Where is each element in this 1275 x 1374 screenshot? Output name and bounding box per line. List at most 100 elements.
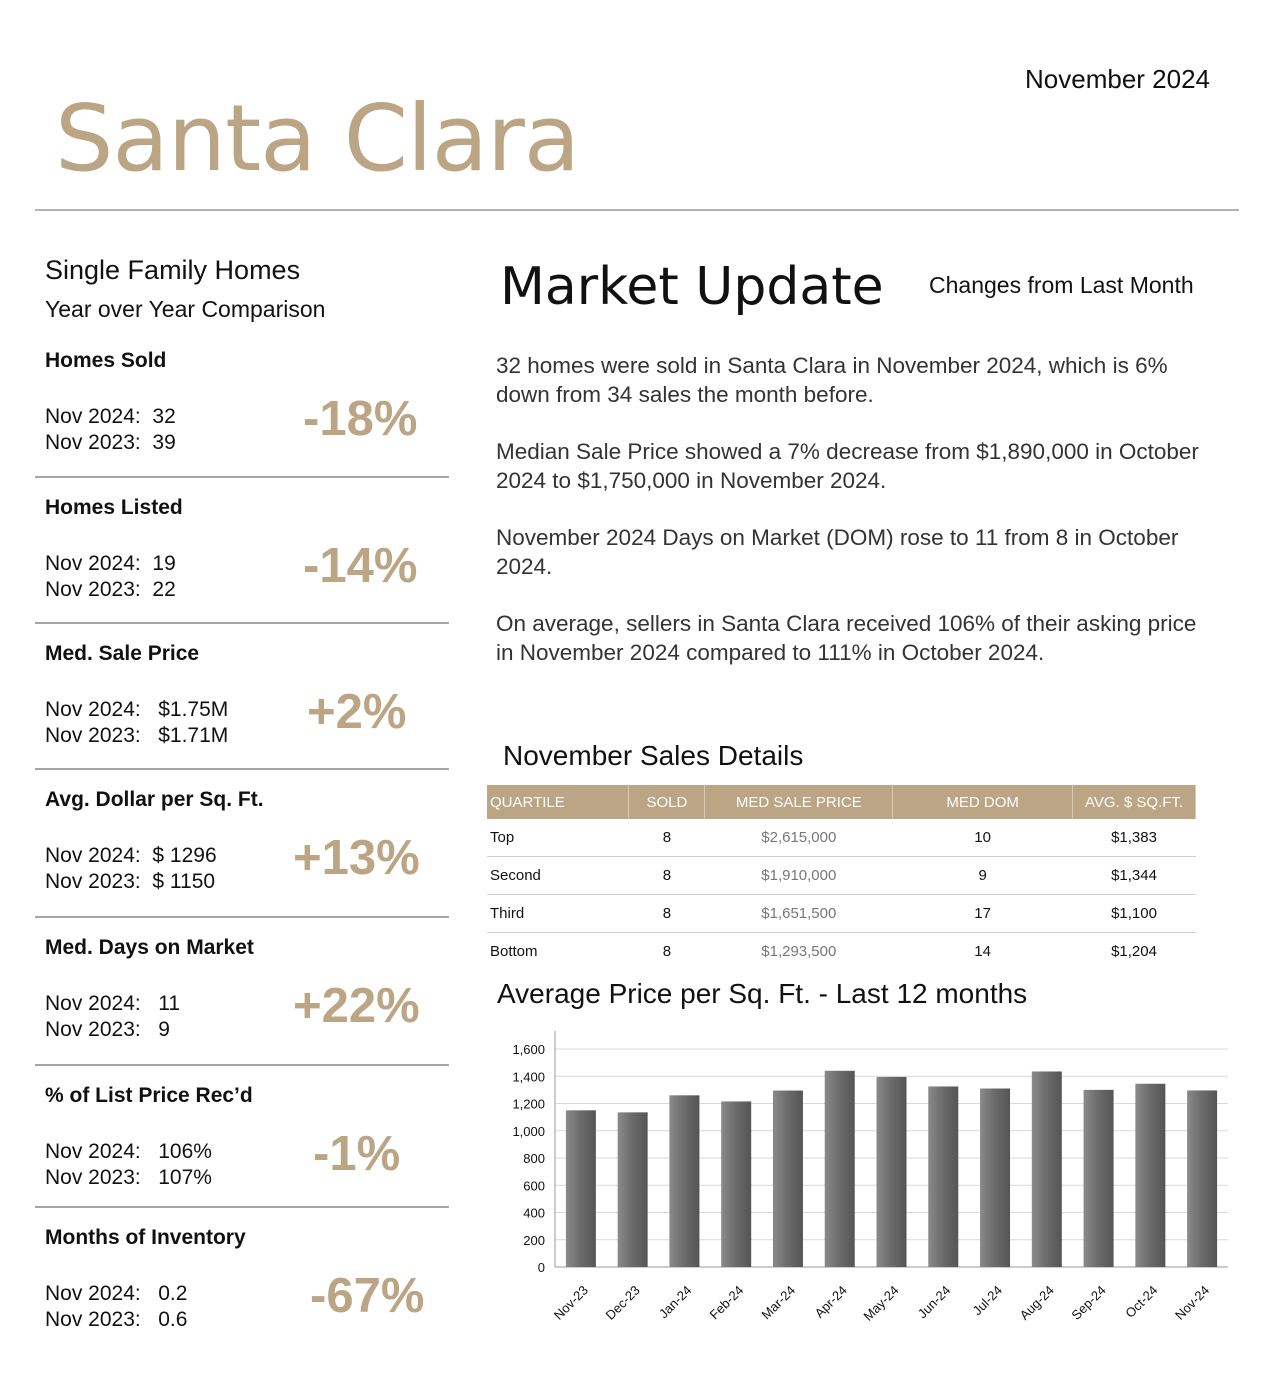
x-tick-label: Oct-24 [1122, 1283, 1160, 1321]
y-tick-label: 1,000 [512, 1124, 545, 1139]
table-header-cell: QUARTILE [487, 785, 630, 819]
table-header-cell: AVG. $ SQ.FT. [1072, 785, 1196, 819]
metric-previous: Nov 2023: $1.71M [45, 724, 229, 747]
x-tick-label: Nov-23 [551, 1283, 591, 1323]
panel-title: Single Family Homes [45, 255, 301, 285]
x-tick-label: Sep-24 [1068, 1283, 1108, 1323]
report-date: November 2024 [1025, 64, 1210, 94]
table-row: Second 8 $1,910,000 9 $1,344 [487, 856, 1196, 895]
metric-block: Homes Listed Nov 2024: 19 Nov 2023: 22 -14% [35, 478, 449, 624]
summary-paragraph: 32 homes were sold in Santa Clara in Nov… [496, 353, 1168, 407]
metric-current: Nov 2024: $ 1296 [45, 844, 217, 867]
y-tick-label: 200 [523, 1233, 545, 1248]
metric-current: Nov 2024: 32 [45, 405, 176, 428]
y-tick-label: 400 [523, 1206, 545, 1221]
metric-previous: Nov 2023: 0.6 [45, 1308, 188, 1331]
metric-change-percent: -14% [303, 539, 418, 593]
metric-label: Avg. Dollar per Sq. Ft. [45, 788, 264, 811]
summary-paragraph: November 2024 Days on Market (DOM) rose … [496, 525, 1179, 579]
metric-current: Nov 2024: 11 [45, 992, 181, 1015]
chart-bar [772, 1090, 803, 1267]
y-tick-label: 1,400 [512, 1069, 545, 1084]
y-tick-label: 1,600 [512, 1042, 545, 1057]
metric-block: Avg. Dollar per Sq. Ft. Nov 2024: $ 1296 N… [35, 770, 449, 918]
table-cell: $1,344 [1072, 856, 1196, 895]
x-tick-label: Jul-24 [970, 1283, 1006, 1319]
table-header-cell: SOLD [628, 785, 706, 819]
city-title: Santa Clara [55, 85, 580, 192]
table-cell: Third [487, 894, 629, 933]
table-cell: 8 [628, 894, 705, 933]
metric-current: Nov 2024: 19 [45, 552, 176, 575]
metric-change-percent: -1% [313, 1127, 401, 1181]
metric-block: Med. Days on Market Nov 2024: 11 Nov 2023:… [35, 918, 449, 1066]
metric-label: Homes Listed [45, 496, 183, 519]
x-tick-label: Jun-24 [915, 1283, 954, 1322]
table-cell: Top [487, 819, 629, 857]
table-cell: Second [487, 856, 629, 895]
table-cell: 17 [892, 894, 1073, 933]
chart-bar [1031, 1071, 1062, 1267]
table-row: Top 8 $2,615,000 10 $1,383 [487, 819, 1196, 857]
changes-label: Changes from Last Month [929, 272, 1194, 298]
x-tick-label: Mar-24 [758, 1283, 798, 1323]
y-tick-label: 800 [523, 1151, 545, 1166]
table-row: Third 8 $1,651,500 17 $1,100 [487, 894, 1196, 933]
table-cell: 8 [628, 819, 705, 857]
table-cell: 8 [662, 943, 672, 960]
table-cell: 10 [892, 819, 1073, 857]
sales-details-table: QUARTILE SOLD MED SALE PRICE MED DOM AVG. $ … [487, 785, 1196, 970]
table-header-row: QUARTILE SOLD MED SALE PRICE MED DOM AVG. $ … [487, 785, 1196, 819]
table-cell: $2,615,000 [704, 819, 893, 857]
chart-bar [824, 1070, 855, 1267]
year-over-year-panel: Single Family Homes Year over Year Compa… [35, 255, 449, 1358]
table-cell: $1,910,000 [704, 856, 893, 895]
metric-block: Med. Sale Price Nov 2024: $1.75M Nov 2023:… [35, 624, 449, 770]
chart-bar [721, 1101, 752, 1267]
metric-previous: Nov 2023: 9 [45, 1018, 170, 1041]
metric-label: Med. Days on Market [45, 936, 254, 959]
price-per-sqft-chart: 0 200 400 600 800 1,000 1,200 1,400 1,600 Nov-23 D… [512, 1031, 1228, 1324]
metric-current: Nov 2024: 0.2 [45, 1282, 188, 1305]
table-cell: Bottom [490, 943, 538, 960]
metric-change-percent: +2% [307, 685, 407, 739]
metric-current: Nov 2024: $1.75M [45, 698, 229, 721]
y-tick-label: 1,200 [512, 1097, 545, 1112]
summary-paragraph: On average, sellers in Santa Clara recei… [496, 611, 1197, 665]
market-update-body: 32 homes were sold in Santa Clara in Nov… [496, 352, 1216, 696]
y-tick-label: 600 [523, 1178, 545, 1193]
chart-bar [617, 1112, 648, 1267]
chart-bar [876, 1076, 907, 1267]
metric-change-percent: +22% [293, 979, 420, 1033]
chart-title: Average Price per Sq. Ft. - Last 12 mont… [497, 978, 1028, 1009]
chart-bar [565, 1110, 596, 1267]
metric-previous: Nov 2023: 39 [45, 431, 176, 454]
metric-change-percent: -67% [310, 1269, 425, 1323]
metric-block: % of List Price Rec’d Nov 2024: 106% Nov 2… [35, 1066, 449, 1208]
table-header-cell: MED SALE PRICE [704, 785, 894, 819]
table-cell: $1,383 [1072, 819, 1196, 857]
market-update-title: Market Update [500, 257, 884, 317]
metric-change-percent: +13% [293, 831, 420, 885]
metric-block: Months of Inventory Nov 2024: 0.2 Nov 2023… [35, 1208, 449, 1358]
table-cell: 14 [974, 943, 991, 960]
metric-previous: Nov 2023: 22 [45, 578, 176, 601]
x-tick-label: Jan-24 [656, 1283, 695, 1322]
chart-bar [669, 1095, 700, 1267]
chart-bar [1083, 1089, 1114, 1267]
metrics-list: Homes Sold Nov 2024: 32 Nov 2023: 39 -18% Ho… [35, 343, 449, 1358]
chart-bar [980, 1088, 1011, 1267]
metric-block: Homes Sold Nov 2024: 32 Nov 2023: 39 -18% [35, 343, 449, 478]
metric-change-percent: -18% [303, 392, 418, 446]
metric-previous: Nov 2023: 107% [45, 1166, 212, 1189]
x-tick-label: May-24 [860, 1283, 901, 1324]
sales-details-title: November Sales Details [503, 740, 804, 771]
x-tick-label: Nov-24 [1172, 1283, 1212, 1323]
table-cell: 8 [628, 856, 705, 895]
chart-bar [1187, 1090, 1218, 1267]
metric-label: Med. Sale Price [45, 642, 200, 665]
header-divider [35, 209, 1239, 211]
metric-current: Nov 2024: 106% [45, 1140, 212, 1163]
summary-paragraph: Median Sale Price showed a 7% decrease f… [496, 439, 1199, 493]
table-header-cell: MED DOM [892, 785, 1074, 819]
